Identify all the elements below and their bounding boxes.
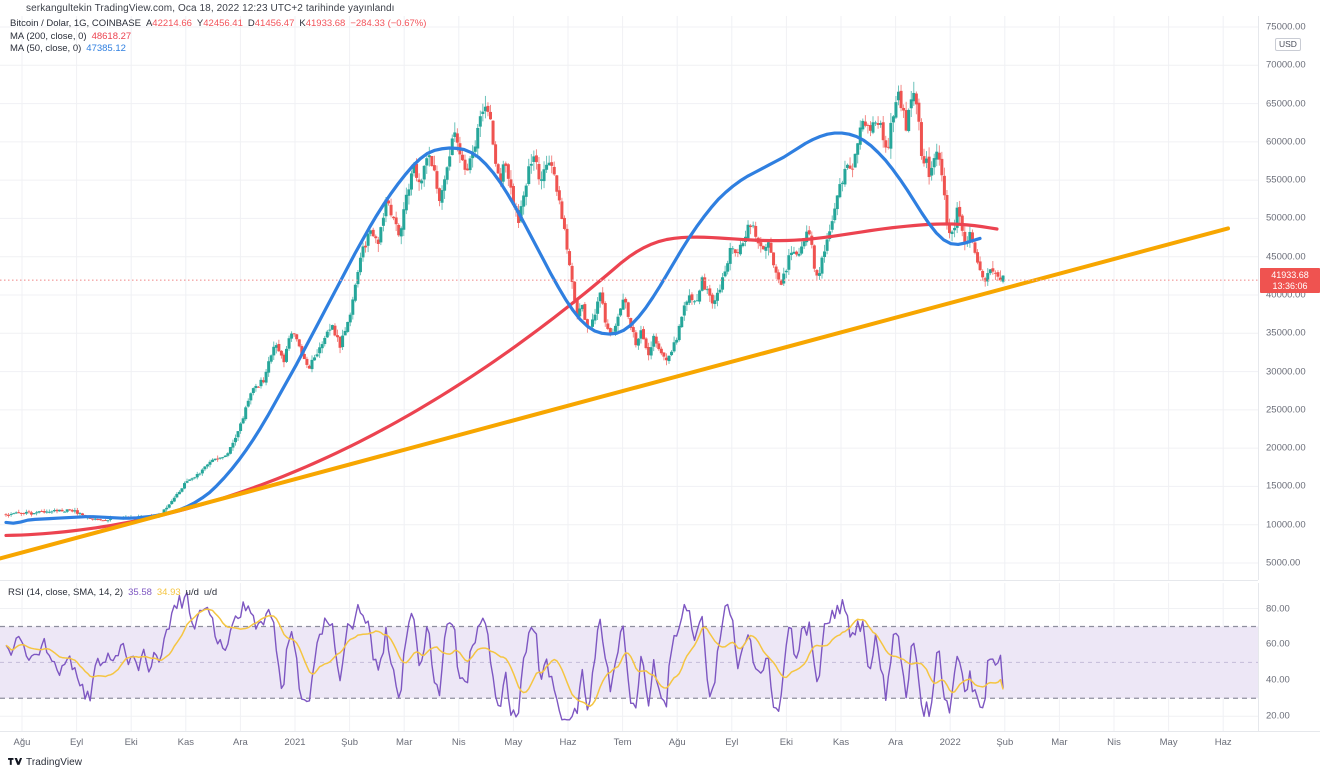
tradingview-branding: TradingView xyxy=(8,757,82,768)
attribution-text: serkangultekin TradingView.com, Oca 18, … xyxy=(26,3,395,14)
legend-ma200-label: MA (200, close, 0) xyxy=(10,30,87,42)
price-axis-label: 65000.00 xyxy=(1266,98,1306,110)
current-price-value: 41933.68 xyxy=(1271,270,1309,281)
candlestick-series xyxy=(4,81,1005,523)
time-axis-label: Mar xyxy=(396,737,413,748)
time-axis-label: Eyl xyxy=(725,737,739,748)
time-axis-label: Mar xyxy=(1051,737,1068,748)
time-axis-label: 2022 xyxy=(939,737,961,748)
rsi-legend-extra-2: u/d xyxy=(203,587,218,598)
time-axis-label: Ara xyxy=(232,737,248,748)
support-trendline[interactable] xyxy=(0,226,1230,561)
rsi-legend: RSI (14, close, SMA, 14, 2) 35.58 34.93 u/d… xyxy=(8,587,217,600)
price-axis-label: 20000.00 xyxy=(1266,442,1306,454)
current-price-tag[interactable]: 41933.68 13:36:06 xyxy=(1260,268,1320,294)
price-axis-label: 40000.00 xyxy=(1266,289,1306,301)
time-axis-label: Nis xyxy=(451,737,466,748)
time-axis-label: Ara xyxy=(888,737,903,748)
time-axis-label: Şub xyxy=(341,737,359,748)
time-axis-label: Haz xyxy=(1214,737,1232,748)
rsi-legend-row[interactable]: RSI (14, close, SMA, 14, 2) 35.58 34.93 u/d… xyxy=(8,587,217,600)
rsi-indicator-pane[interactable] xyxy=(0,583,1258,731)
legend-open-key: A xyxy=(145,18,153,29)
price-axis-label: 75000.00 xyxy=(1266,21,1306,33)
rsi-axis-label: 40.00 xyxy=(1266,674,1290,686)
time-axis-label: May xyxy=(1159,737,1178,748)
time-axis-label: Ağu xyxy=(13,737,31,748)
price-axis-label: 45000.00 xyxy=(1266,251,1306,263)
legend-low-value: 41456.47 xyxy=(254,18,295,29)
legend-ma50-row[interactable]: MA (50, close, 0) 47385.12 xyxy=(10,43,426,56)
time-scale-axis[interactable]: Ağu Eyl Eki Kas Ara 2021 Şub Mar Nis May Haz Tem Ağu… xyxy=(0,731,1320,753)
ma50-line xyxy=(4,131,982,525)
price-axis-label: 15000.00 xyxy=(1266,480,1306,492)
ma200-line xyxy=(4,222,999,538)
tradingview-logo-icon xyxy=(8,757,22,765)
legend-change-value: −284.33 (−0.67%) xyxy=(350,18,427,29)
legend-symbol-label: Bitcoin / Dolar, 1G, COINBASE xyxy=(10,18,141,29)
time-axis-label: Kas xyxy=(832,737,850,748)
current-price-time: 13:36:06 xyxy=(1272,280,1308,291)
legend-ma50-label: MA (50, close, 0) xyxy=(10,43,82,55)
time-axis-label: Şub xyxy=(996,737,1014,748)
legend-symbol-row[interactable]: Bitcoin / Dolar, 1G, COINBASE A42214.66 Y4… xyxy=(10,18,427,29)
rsi-axis-label: 60.00 xyxy=(1266,638,1290,650)
price-axis-label: 60000.00 xyxy=(1266,136,1306,148)
time-axis-label: Eyl xyxy=(69,737,84,748)
rsi-sma-legend-value: 34.93 xyxy=(156,587,181,598)
time-axis-label: May xyxy=(504,737,523,748)
tradingview-brand-text: TradingView xyxy=(26,757,83,768)
price-chart-svg xyxy=(0,16,1258,580)
price-axis-label: 50000.00 xyxy=(1266,212,1306,224)
price-axis-label: 55000.00 xyxy=(1266,174,1306,186)
time-axis-label: Nis xyxy=(1107,737,1121,748)
time-axis-label: Eki xyxy=(779,737,793,748)
rsi-scale-axis[interactable]: 80.00 60.00 40.00 20.00 xyxy=(1258,583,1320,731)
legend-ma200-value: 48618.27 xyxy=(91,30,132,42)
currency-badge: USD xyxy=(1275,38,1301,51)
legend-open-value: 42214.66 xyxy=(152,18,192,29)
legend-ma200-row[interactable]: MA (200, close, 0) 48618.27 xyxy=(10,31,426,44)
rsi-chart-svg xyxy=(0,583,1258,731)
pane-divider xyxy=(0,580,1258,581)
price-scale-axis[interactable]: USD 75000.00 70000.00 65000.00 60000.00 5500… xyxy=(1258,16,1320,580)
price-axis-label: 10000.00 xyxy=(1266,519,1306,531)
price-axis-label: 30000.00 xyxy=(1266,366,1306,378)
legend-high-value: 42456.41 xyxy=(203,18,243,29)
price-axis-label: 70000.00 xyxy=(1266,59,1306,71)
chart-legend: Bitcoin / Dolar, 1G, COINBASE A42214.66 Y4… xyxy=(10,18,426,56)
price-axis-label: 5000.00 xyxy=(1266,557,1301,569)
rsi-axis-label: 80.00 xyxy=(1266,603,1290,615)
time-axis-label: Haz xyxy=(559,737,577,748)
time-axis-label: 2021 xyxy=(284,737,306,748)
price-chart-pane[interactable] xyxy=(0,16,1258,580)
legend-close-value: 41933.68 xyxy=(305,18,346,29)
rsi-axis-label: 20.00 xyxy=(1266,710,1290,722)
time-axis-label: Kas xyxy=(177,737,194,748)
rsi-line xyxy=(5,591,1004,721)
rsi-legend-label: RSI (14, close, SMA, 14, 2) xyxy=(8,587,124,598)
rsi-legend-value: 35.58 xyxy=(128,587,152,598)
rsi-legend-extra-1: u/d xyxy=(185,587,199,598)
rsi-sma-line xyxy=(5,608,1004,707)
legend-ma50-value: 47385.12 xyxy=(86,43,126,55)
price-axis-label: 35000.00 xyxy=(1266,327,1306,339)
price-axis-label: 25000.00 xyxy=(1266,404,1306,416)
time-axis-label: Tem xyxy=(613,737,632,748)
time-axis-label: Ağu xyxy=(668,737,686,748)
time-axis-label: Eki xyxy=(124,737,138,748)
